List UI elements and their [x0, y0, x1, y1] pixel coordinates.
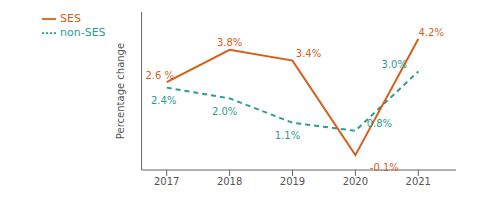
- svg-text:-0.1%: -0.1%: [370, 162, 399, 173]
- svg-text:3.8%: 3.8%: [217, 37, 242, 48]
- svg-text:2.6 %: 2.6 %: [145, 70, 174, 81]
- svg-text:3.0%: 3.0%: [382, 59, 407, 70]
- svg-text:2021: 2021: [406, 176, 431, 187]
- svg-text:Percentage change: Percentage change: [115, 43, 126, 139]
- svg-text:0.8%: 0.8%: [367, 118, 392, 129]
- html-text:non-SES: non-SES: [60, 26, 106, 39]
- svg-text:2.0%: 2.0%: [212, 106, 237, 117]
- svg-text:3.4%: 3.4%: [296, 48, 321, 59]
- svg-text:2020: 2020: [343, 176, 368, 187]
- svg-text:4.2%: 4.2%: [419, 27, 444, 38]
- svg-text:2019: 2019: [280, 176, 305, 187]
- html-text:SES: SES: [60, 12, 81, 25]
- svg-text:2.4%: 2.4%: [151, 95, 176, 106]
- svg-text:2018: 2018: [217, 176, 242, 187]
- svg-text:1.1%: 1.1%: [275, 130, 300, 141]
- svg-text:2017: 2017: [154, 176, 179, 187]
